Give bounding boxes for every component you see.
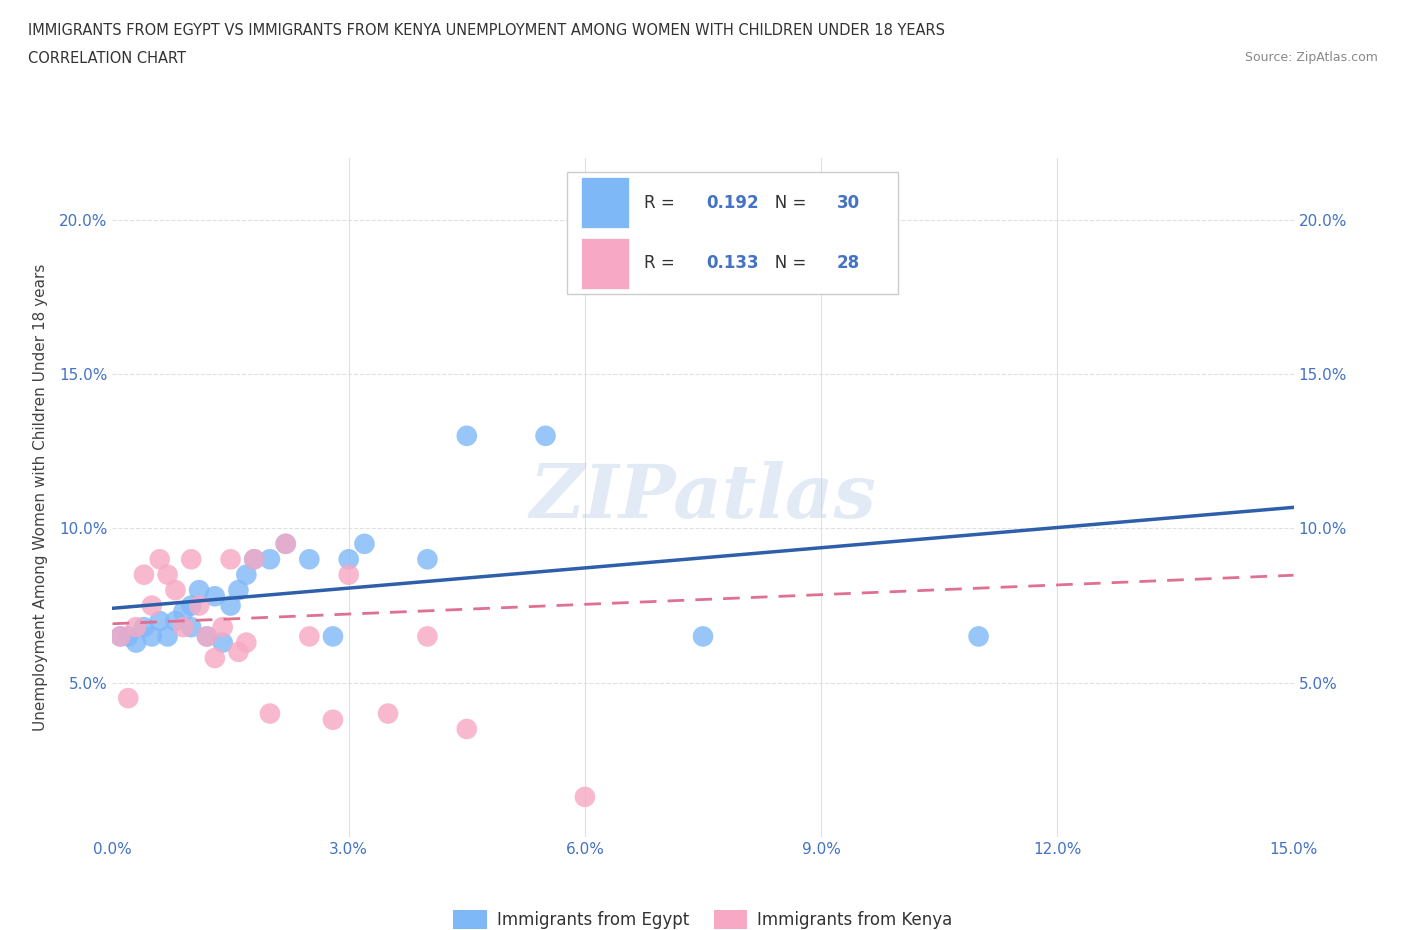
Point — [195, 629, 218, 644]
Text: 30: 30 — [837, 194, 859, 212]
Point — [377, 706, 399, 721]
Point — [149, 551, 172, 566]
Point — [195, 629, 218, 644]
Point — [456, 429, 478, 444]
Text: Source: ZipAtlas.com: Source: ZipAtlas.com — [1244, 51, 1378, 64]
Point — [235, 567, 257, 582]
Point — [243, 551, 266, 566]
Point — [219, 551, 242, 566]
Point — [259, 551, 281, 566]
Text: R =: R = — [644, 194, 681, 212]
Point — [274, 537, 297, 551]
Text: IMMIGRANTS FROM EGYPT VS IMMIGRANTS FROM KENYA UNEMPLOYMENT AMONG WOMEN WITH CHI: IMMIGRANTS FROM EGYPT VS IMMIGRANTS FROM… — [28, 23, 945, 38]
Point — [211, 619, 233, 634]
Point — [165, 614, 187, 629]
Point — [188, 583, 211, 598]
Point — [692, 629, 714, 644]
Point — [172, 619, 194, 634]
Point — [235, 635, 257, 650]
Point — [141, 598, 163, 613]
Point — [298, 629, 321, 644]
Text: 0.133: 0.133 — [707, 254, 759, 272]
Point — [156, 567, 179, 582]
Text: R =: R = — [644, 254, 681, 272]
Point — [574, 228, 596, 243]
Point — [180, 619, 202, 634]
Point — [117, 629, 139, 644]
Point — [132, 567, 155, 582]
Point — [110, 629, 132, 644]
Point — [204, 651, 226, 666]
Point — [125, 635, 148, 650]
FancyBboxPatch shape — [581, 178, 628, 229]
Point — [322, 629, 344, 644]
Point — [132, 619, 155, 634]
Point — [534, 429, 557, 444]
Point — [337, 551, 360, 566]
Text: CORRELATION CHART: CORRELATION CHART — [28, 51, 186, 66]
Text: 28: 28 — [837, 254, 859, 272]
Point — [117, 691, 139, 706]
Point — [110, 629, 132, 644]
Text: N =: N = — [758, 254, 811, 272]
Legend: Immigrants from Egypt, Immigrants from Kenya: Immigrants from Egypt, Immigrants from K… — [447, 903, 959, 930]
Point — [156, 629, 179, 644]
Point — [165, 583, 187, 598]
Point — [456, 722, 478, 737]
Point — [322, 712, 344, 727]
Point — [125, 619, 148, 634]
Point — [416, 551, 439, 566]
Point — [298, 551, 321, 566]
FancyBboxPatch shape — [581, 238, 628, 289]
Point — [967, 629, 990, 644]
Y-axis label: Unemployment Among Women with Children Under 18 years: Unemployment Among Women with Children U… — [34, 264, 48, 731]
Point — [574, 790, 596, 804]
Text: N =: N = — [758, 194, 811, 212]
Point — [416, 629, 439, 644]
Point — [188, 598, 211, 613]
Point — [337, 567, 360, 582]
Point — [219, 598, 242, 613]
Point — [243, 551, 266, 566]
Point — [211, 635, 233, 650]
Point — [141, 629, 163, 644]
Point — [353, 537, 375, 551]
Text: 0.192: 0.192 — [707, 194, 759, 212]
Point — [259, 706, 281, 721]
Point — [228, 644, 250, 659]
Point — [274, 537, 297, 551]
Point — [149, 614, 172, 629]
Point — [172, 604, 194, 619]
Point — [228, 583, 250, 598]
Point — [180, 598, 202, 613]
Point — [204, 589, 226, 604]
Point — [180, 551, 202, 566]
Text: ZIPatlas: ZIPatlas — [530, 461, 876, 534]
FancyBboxPatch shape — [567, 172, 898, 294]
